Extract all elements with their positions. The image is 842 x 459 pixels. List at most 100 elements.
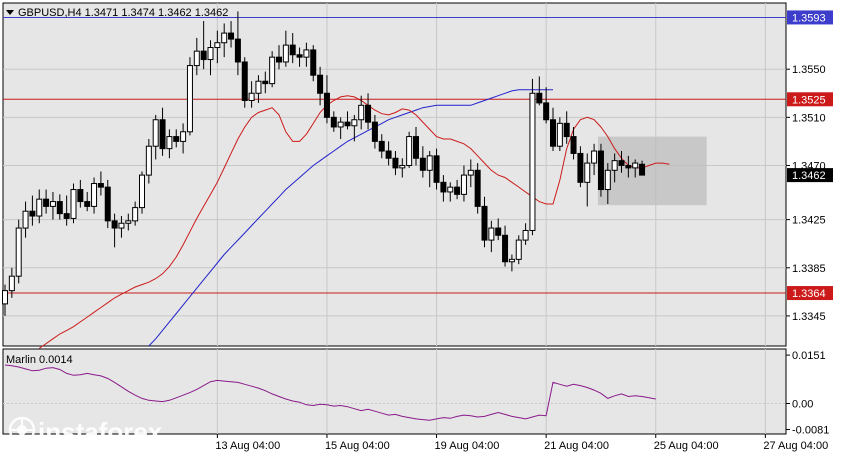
candle: [186, 57, 193, 136]
candle-body-bull: [193, 50, 200, 67]
candle: [303, 42, 310, 67]
candle: [317, 66, 324, 106]
candle-body-bull: [152, 119, 159, 147]
candle-body-bear: [228, 32, 235, 40]
candle: [221, 23, 228, 58]
candle: [262, 71, 269, 94]
candle-body-bull: [248, 92, 255, 101]
candle-body-bull: [91, 183, 98, 207]
candle: [145, 138, 152, 184]
candle-body-bull: [282, 44, 289, 63]
candle-body-bear: [97, 183, 104, 188]
candle-body-bull: [303, 49, 310, 58]
candle: [632, 159, 639, 178]
price-tick-label: 1.3385: [792, 263, 826, 275]
candle: [392, 151, 399, 176]
candle: [365, 93, 372, 130]
candle-body-bear: [419, 157, 426, 171]
consolidation-rect: [597, 136, 707, 206]
chart-background: [2, 2, 787, 435]
time-tick-label: 19 Aug 04:00: [435, 440, 500, 452]
candle-body-bear: [344, 121, 351, 127]
slow-ma-group: [148, 89, 553, 347]
candle-body-bull: [604, 169, 611, 191]
candle-body-bull: [186, 65, 193, 133]
axes-group: 1.33451.33851.34251.34701.35101.35501.35…: [215, 10, 833, 452]
candle: [159, 107, 166, 156]
current-price-tag: [787, 168, 833, 183]
time-tick-label: 27 Aug 04:00: [763, 440, 828, 452]
candle: [139, 171, 145, 214]
candle: [84, 191, 91, 212]
candle-body-bear: [262, 80, 269, 85]
marlin-line: [4, 364, 656, 421]
candle-body-bear: [296, 54, 303, 58]
candle: [406, 131, 413, 168]
candle: [2, 284, 8, 316]
candle: [15, 219, 22, 284]
candle-body-bull: [611, 160, 618, 171]
candle: [611, 153, 618, 183]
candle-body-bull: [2, 290, 8, 305]
candle-body-bear: [234, 38, 241, 63]
candle: [152, 114, 159, 160]
header: GBPUSD,H4 1.3471 1.3474 1.3462 1.3462: [6, 7, 228, 19]
level-price-tag: [787, 286, 833, 301]
candle: [515, 235, 522, 265]
candle-body-bull: [180, 131, 187, 142]
time-tick-label: 25 Aug 04:00: [654, 440, 719, 452]
candle-body-bull: [447, 186, 454, 193]
candle-body-bear: [481, 205, 488, 241]
candle: [563, 111, 570, 144]
consolidation-box: [597, 136, 707, 206]
candle-body-bear: [365, 104, 372, 123]
candle-body-bull: [49, 201, 56, 207]
candle-body-bear: [63, 213, 70, 219]
price-tick-label: 1.3345: [792, 311, 826, 323]
candle: [447, 182, 454, 202]
marlin-tick-label: -0.0081: [792, 425, 829, 437]
candle-body-bull: [221, 32, 228, 44]
candle: [200, 21, 207, 70]
marlin-tick-label: 0.0151: [792, 350, 826, 362]
level-price-label: 1.3364: [792, 288, 826, 300]
price-tick-label: 1.3510: [792, 112, 826, 124]
candle-body-bear: [474, 169, 481, 207]
candle: [502, 225, 509, 267]
candle: [550, 107, 556, 152]
candle-body-bull: [426, 155, 433, 171]
candle: [378, 134, 385, 159]
candle-body-bear: [495, 227, 502, 236]
candle: [8, 267, 15, 298]
candle-body-bull: [467, 169, 474, 176]
level-price-label: 1.3525: [792, 94, 826, 106]
candle-body-bull: [22, 210, 29, 229]
symbol-header: GBPUSD,H4 1.3471 1.3474 1.3462 1.3462: [18, 7, 228, 19]
watermark-brand: instaforex: [38, 417, 163, 447]
candle: [234, 11, 241, 76]
time-tick-label: 15 Aug 04:00: [325, 440, 390, 452]
candle: [584, 153, 591, 207]
candle-body-bull: [556, 122, 563, 147]
candle: [419, 146, 426, 178]
candle: [118, 216, 125, 238]
slow-ma-line: [148, 89, 553, 347]
menu-triangle-icon[interactable]: [6, 10, 14, 15]
candle-body-bull: [591, 150, 598, 164]
candle: [570, 126, 577, 160]
watermark-tagline: Instant Forex Trading: [40, 446, 135, 457]
candle: [508, 254, 515, 272]
candle-body-bull: [139, 174, 145, 209]
candle-body-bull: [70, 189, 77, 219]
candle-body-bear: [77, 189, 84, 203]
candle-body-bear: [289, 44, 296, 56]
candle: [22, 201, 29, 238]
candle: [91, 177, 98, 214]
candle-body-bull: [522, 229, 529, 241]
candle: [56, 194, 63, 220]
candle-body-bear: [392, 157, 399, 169]
candle-body-bear: [440, 181, 447, 193]
horizontal-levels: [3, 16, 786, 294]
candle: [591, 143, 598, 176]
